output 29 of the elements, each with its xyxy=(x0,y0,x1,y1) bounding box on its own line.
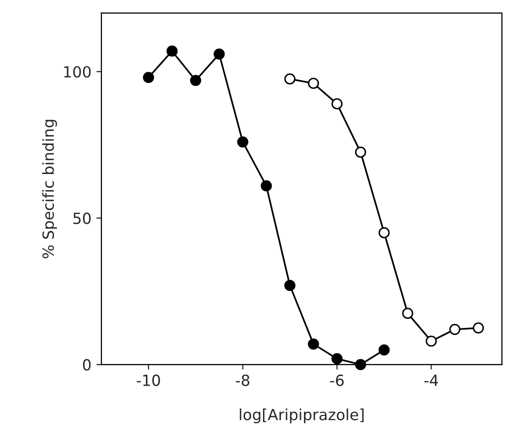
point xyxy=(142,72,154,84)
y-axis-title: % Specific binding xyxy=(42,120,57,258)
point xyxy=(378,227,390,238)
y-tick-label: 0 xyxy=(82,359,91,371)
x-tick-label: -10 xyxy=(136,374,160,386)
point xyxy=(449,324,460,335)
y-tick-label: 100 xyxy=(64,66,91,78)
point xyxy=(308,338,319,350)
point xyxy=(166,46,178,57)
point xyxy=(308,78,319,89)
point xyxy=(237,136,248,148)
x-axis-title: log[Aripiprazole] xyxy=(240,408,364,424)
point xyxy=(190,74,202,86)
point xyxy=(214,48,225,60)
point xyxy=(284,73,296,84)
x-tick-label: -4 xyxy=(424,374,438,386)
point xyxy=(355,146,366,158)
point xyxy=(472,322,484,334)
x-tick-label: -8 xyxy=(236,374,250,386)
point xyxy=(284,280,296,292)
point xyxy=(331,98,343,110)
point xyxy=(426,336,437,347)
point xyxy=(402,308,414,319)
point xyxy=(331,353,343,364)
y-tick-label: 50 xyxy=(73,212,91,224)
point xyxy=(378,344,390,356)
x-tick-label: -6 xyxy=(330,374,344,386)
point xyxy=(260,180,272,192)
point xyxy=(355,359,366,370)
